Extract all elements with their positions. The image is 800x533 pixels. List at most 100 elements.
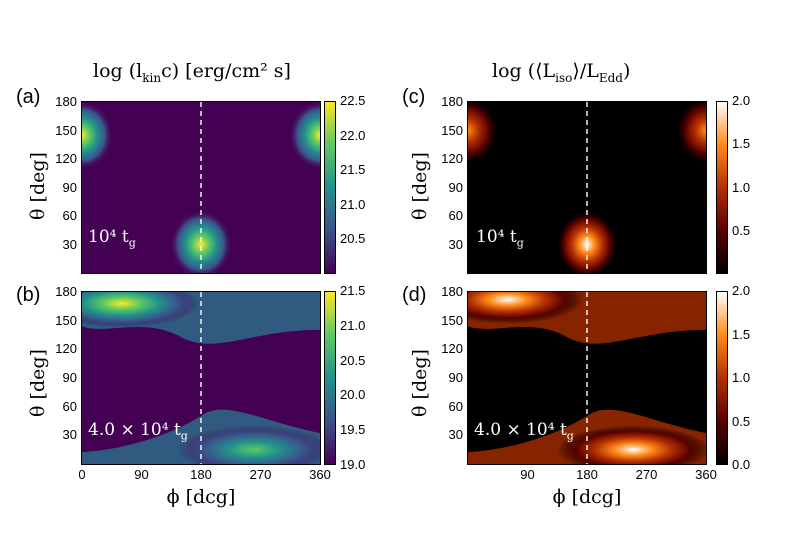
colorbar-tick-label: 2.0 <box>732 93 751 108</box>
heatmap-blob <box>557 425 706 464</box>
ylabel-c: θ [deg] <box>409 152 431 220</box>
colorbar-tick-label: 0.5 <box>732 413 751 429</box>
colorbar-tick-label: 19.0 <box>340 457 366 472</box>
heatmap-panel-a <box>81 101 321 274</box>
ytick-label: 150 <box>441 122 463 138</box>
ytick-label: 120 <box>441 341 463 357</box>
ytick-label: 90 <box>62 179 77 195</box>
heatmap-blob <box>675 102 706 165</box>
ytick-label: 60 <box>448 398 463 414</box>
heatmap-svg <box>468 292 706 464</box>
colorbar-tick-label: 21.0 <box>340 196 366 212</box>
heatmap-blob <box>177 425 320 464</box>
left-title-sub: kin <box>142 70 162 85</box>
xtick-label: 270 <box>249 467 272 482</box>
annotation-d-sub: g <box>566 429 574 443</box>
ytick-label: 30 <box>62 236 77 252</box>
right-title-mid: ⟩/L <box>572 60 599 82</box>
annotation-c-text: 10⁴ t <box>476 227 517 247</box>
colorbar-d <box>716 291 728 465</box>
colorbar-tick-label: 1.5 <box>732 326 751 342</box>
heatmap-blob <box>82 102 113 170</box>
colorbar-tick-label: 1.0 <box>732 370 751 385</box>
xtick-label: 90 <box>134 467 149 482</box>
heatmap-blob <box>468 292 584 324</box>
colorbar-tick-label: 1.0 <box>732 179 751 195</box>
ytick-label: 120 <box>55 341 77 357</box>
heatmap-svg <box>82 292 320 464</box>
ytick-label: 150 <box>441 312 463 328</box>
colorbar-tick-label: 22.0 <box>340 127 366 143</box>
ytick-label: 150 <box>55 122 77 138</box>
annotation-c: 10⁴ tg <box>476 227 524 249</box>
ylabel-d: θ [deg] <box>409 349 431 417</box>
ytick-label: 60 <box>62 208 77 223</box>
heatmap-panel-d <box>467 291 707 465</box>
annotation-a-sub: g <box>128 236 136 250</box>
colorbar-a <box>324 101 336 274</box>
heatmap-panel-b <box>81 291 321 465</box>
xlabel-d: ϕ [dcg] <box>552 486 622 508</box>
right-title-text: log (⟨L <box>492 60 556 82</box>
annotation-d: 4.0 × 10⁴ tg <box>474 420 574 442</box>
annotation-c-sub: g <box>516 236 524 250</box>
colorbar-tick-label: 22.5 <box>340 93 366 108</box>
ytick-label: 150 <box>55 312 77 328</box>
annotation-a: 10⁴ tg <box>88 227 136 249</box>
annotation-b-sub: g <box>180 429 188 443</box>
colorbar-tick-label: 21.5 <box>340 283 366 298</box>
ytick-label: 180 <box>55 284 77 299</box>
annotation-d-text: 4.0 × 10⁴ t <box>474 420 567 440</box>
colorbar-tick-label: 20.5 <box>340 352 366 368</box>
annotation-b-text: 4.0 × 10⁴ t <box>88 420 181 440</box>
right-column-title: log (⟨Liso⟩/LEdd) <box>492 60 630 85</box>
left-title-text: log (l <box>93 60 143 82</box>
xtick-label: 360 <box>695 467 717 482</box>
colorbar-tick-label: 21.5 <box>340 162 366 178</box>
ytick-label: 180 <box>55 94 77 109</box>
ytick-label: 60 <box>62 398 77 414</box>
panel-label-d: (d) <box>402 284 427 306</box>
heatmap-panel-c <box>467 101 707 274</box>
panel-label-b: (b) <box>16 284 41 306</box>
left-column-title: log (lkinc) [erg/cm² s] <box>93 60 291 85</box>
colorbar-tick-label: 2.0 <box>732 283 751 298</box>
colorbar-tick-label: 20.0 <box>340 387 366 403</box>
colorbar-c <box>716 101 728 274</box>
right-title-sub2: Edd <box>598 70 623 85</box>
xtick-label: 270 <box>635 467 658 482</box>
xtick-label: 90 <box>520 467 535 482</box>
heatmap-svg <box>468 102 706 273</box>
ytick-label: 90 <box>448 370 463 385</box>
panel-label-a: (a) <box>16 86 41 108</box>
xtick-label: 180 <box>190 467 212 482</box>
heatmap-svg <box>82 102 320 273</box>
annotation-b: 4.0 × 10⁴ tg <box>88 420 188 442</box>
right-title-rest: ) <box>622 60 631 82</box>
ytick-label: 180 <box>441 284 463 299</box>
ytick-label: 120 <box>441 151 463 166</box>
panel-label-c: (c) <box>402 86 426 108</box>
ytick-label: 120 <box>55 151 77 166</box>
colorbar-tick-label: 19.5 <box>340 422 366 438</box>
ytick-label: 30 <box>448 236 463 252</box>
colorbar-tick-label: 0.0 <box>732 457 751 472</box>
xlabel-b: ϕ [dcg] <box>166 486 236 508</box>
left-title-rest: c) [erg/cm² s] <box>161 60 291 82</box>
ytick-label: 30 <box>62 427 77 443</box>
xtick-label: 360 <box>309 467 331 482</box>
ytick-label: 60 <box>448 208 463 223</box>
colorbar-tick-label: 21.0 <box>340 317 366 333</box>
colorbar-b <box>324 291 336 465</box>
heatmap-blob <box>289 102 320 170</box>
colorbar-tick-label: 1.5 <box>732 136 751 152</box>
colorbar-tick-label: 20.5 <box>340 231 366 247</box>
xtick-label: 0 <box>78 467 86 482</box>
ytick-label: 90 <box>448 179 463 195</box>
colorbar-tick-label: 0.5 <box>732 222 751 238</box>
annotation-a-text: 10⁴ t <box>88 227 129 247</box>
ytick-label: 90 <box>62 370 77 385</box>
right-title-sub: iso <box>555 70 573 85</box>
heatmap-blob <box>82 292 198 328</box>
ytick-label: 180 <box>441 94 463 109</box>
